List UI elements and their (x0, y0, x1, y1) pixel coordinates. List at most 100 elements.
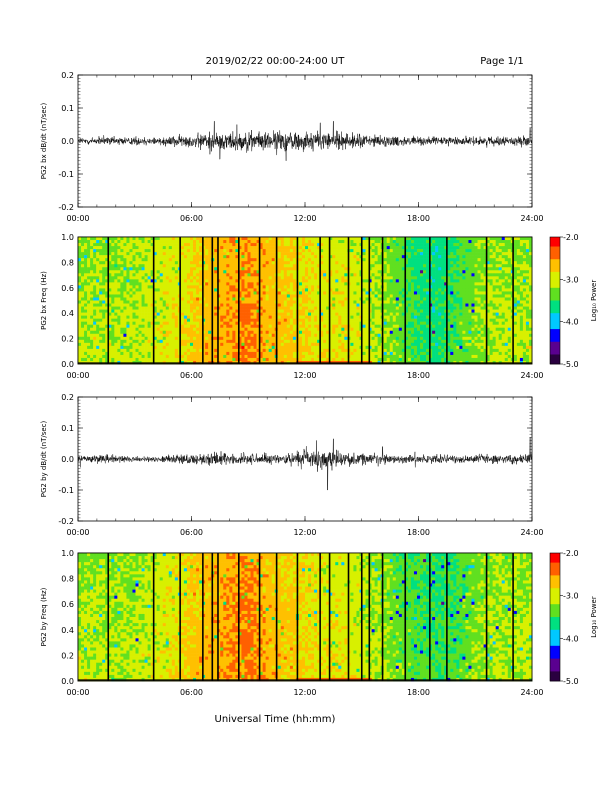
spectrogram-cell (114, 322, 117, 325)
spectrogram-cell (384, 337, 387, 340)
spectrogram-cell (190, 273, 193, 276)
spectrogram-cell (123, 267, 126, 270)
spectrogram-cell (338, 273, 341, 276)
spectrogram-cell (84, 255, 87, 258)
spectrogram-cell (338, 252, 341, 255)
spectrogram-cell (356, 310, 359, 313)
spectrogram-cell (223, 310, 226, 313)
spectrogram-cell (208, 355, 211, 358)
spectrogram-cell (338, 307, 341, 310)
spectrogram-cell (87, 352, 90, 355)
spectrogram-cell (87, 313, 90, 316)
spectrogram-cell (323, 328, 326, 331)
spectrogram-cell (254, 237, 257, 240)
spectrogram-cell (102, 349, 105, 352)
spectrogram-cell (266, 322, 269, 325)
spectrogram-cell (299, 252, 302, 255)
spectrogram-cell (102, 334, 105, 337)
spectrogram-cell (244, 313, 247, 316)
spectrogram-cell (387, 240, 390, 243)
spectrogram-cell (187, 340, 190, 343)
spectrogram-cell (117, 243, 120, 246)
spectrogram-cell (220, 304, 223, 307)
spectrogram-cell (184, 334, 187, 337)
spectrogram-cell (247, 325, 250, 328)
spectrogram-cell (99, 282, 102, 285)
spectrogram-cell (311, 349, 314, 352)
spectrogram-cell (287, 313, 290, 316)
spectrogram-cell (247, 304, 250, 307)
spectrogram-cell (299, 273, 302, 276)
spectrogram-cell (251, 267, 254, 270)
spectrogram-cell (390, 276, 393, 279)
spectrogram-cell (117, 349, 120, 352)
spectrogram-cell (281, 243, 284, 246)
spectrogram-cell (196, 310, 199, 313)
spectrogram-cell (244, 243, 247, 246)
spectrogram-cell (344, 331, 347, 334)
spectrogram-cell (375, 301, 378, 304)
spectrogram-cell (353, 307, 356, 310)
spectrogram-cell (190, 352, 193, 355)
spectrogram-cell (399, 346, 402, 349)
spectrogram-cell (126, 255, 129, 258)
spectrogram-cell (375, 264, 378, 267)
spectrogram-cell (251, 249, 254, 252)
spectrogram-cell (390, 261, 393, 264)
spectrogram-cell (96, 297, 99, 300)
spectrogram-cell (184, 313, 187, 316)
spectrogram-cell (120, 273, 123, 276)
spectrogram-cell (272, 258, 275, 261)
spectrogram-cell (199, 270, 202, 273)
spectrogram-cell (87, 291, 90, 294)
spectrogram-cell (338, 340, 341, 343)
spectrogram-cell (284, 243, 287, 246)
spectrogram-cell (126, 279, 129, 282)
spectrogram-cell (181, 322, 184, 325)
spectrogram-cell (190, 240, 193, 243)
spectrogram-cell (241, 267, 244, 270)
spectrogram-cell (308, 325, 311, 328)
spectrogram-cell (169, 261, 172, 264)
spectrogram-cell (284, 285, 287, 288)
spectrogram-cell (181, 307, 184, 310)
spectrogram-cell (163, 322, 166, 325)
spectrogram-cell (87, 261, 90, 264)
spectrogram-cell (226, 297, 229, 300)
y-tick-label: 0.4 (61, 309, 74, 318)
spectrogram-cell (166, 270, 169, 273)
spectrogram-cell (166, 288, 169, 291)
spectrogram-cell (96, 325, 99, 328)
spectrogram-cell (338, 288, 341, 291)
spectrogram-cell (332, 288, 335, 291)
spectrogram-cell (96, 304, 99, 307)
spectrogram-cell (269, 331, 272, 334)
spectrogram-cell (244, 237, 247, 240)
spectrogram-cell (293, 355, 296, 358)
spectrogram-cell (78, 337, 81, 340)
spectrogram-cell (266, 291, 269, 294)
spectrogram-cell (375, 237, 378, 240)
spectrogram-cell (305, 270, 308, 273)
spectrogram-cell (136, 316, 139, 319)
spectrogram-cell (251, 288, 254, 291)
spectrogram-cell (323, 310, 326, 313)
spectrogram-cell (187, 337, 190, 340)
spectrogram-cell (251, 328, 254, 331)
spectrogram-cell (160, 285, 163, 288)
spectrogram-cell (229, 301, 232, 304)
spectrogram-cell (142, 279, 145, 282)
spectrogram-cell (323, 316, 326, 319)
spectrogram-cell (148, 343, 151, 346)
spectrogram-cell (344, 258, 347, 261)
spectrogram-cell (290, 267, 293, 270)
spectrogram-cell (226, 255, 229, 258)
spectrogram-cell (163, 319, 166, 322)
spectrogram-cell (223, 246, 226, 249)
spectrogram-cell (163, 325, 166, 328)
spectrogram-cell (241, 285, 244, 288)
spectrogram-cell (172, 349, 175, 352)
spectrogram-cell (120, 261, 123, 264)
spectrogram-cell (247, 240, 250, 243)
spectrogram-cell (378, 313, 381, 316)
